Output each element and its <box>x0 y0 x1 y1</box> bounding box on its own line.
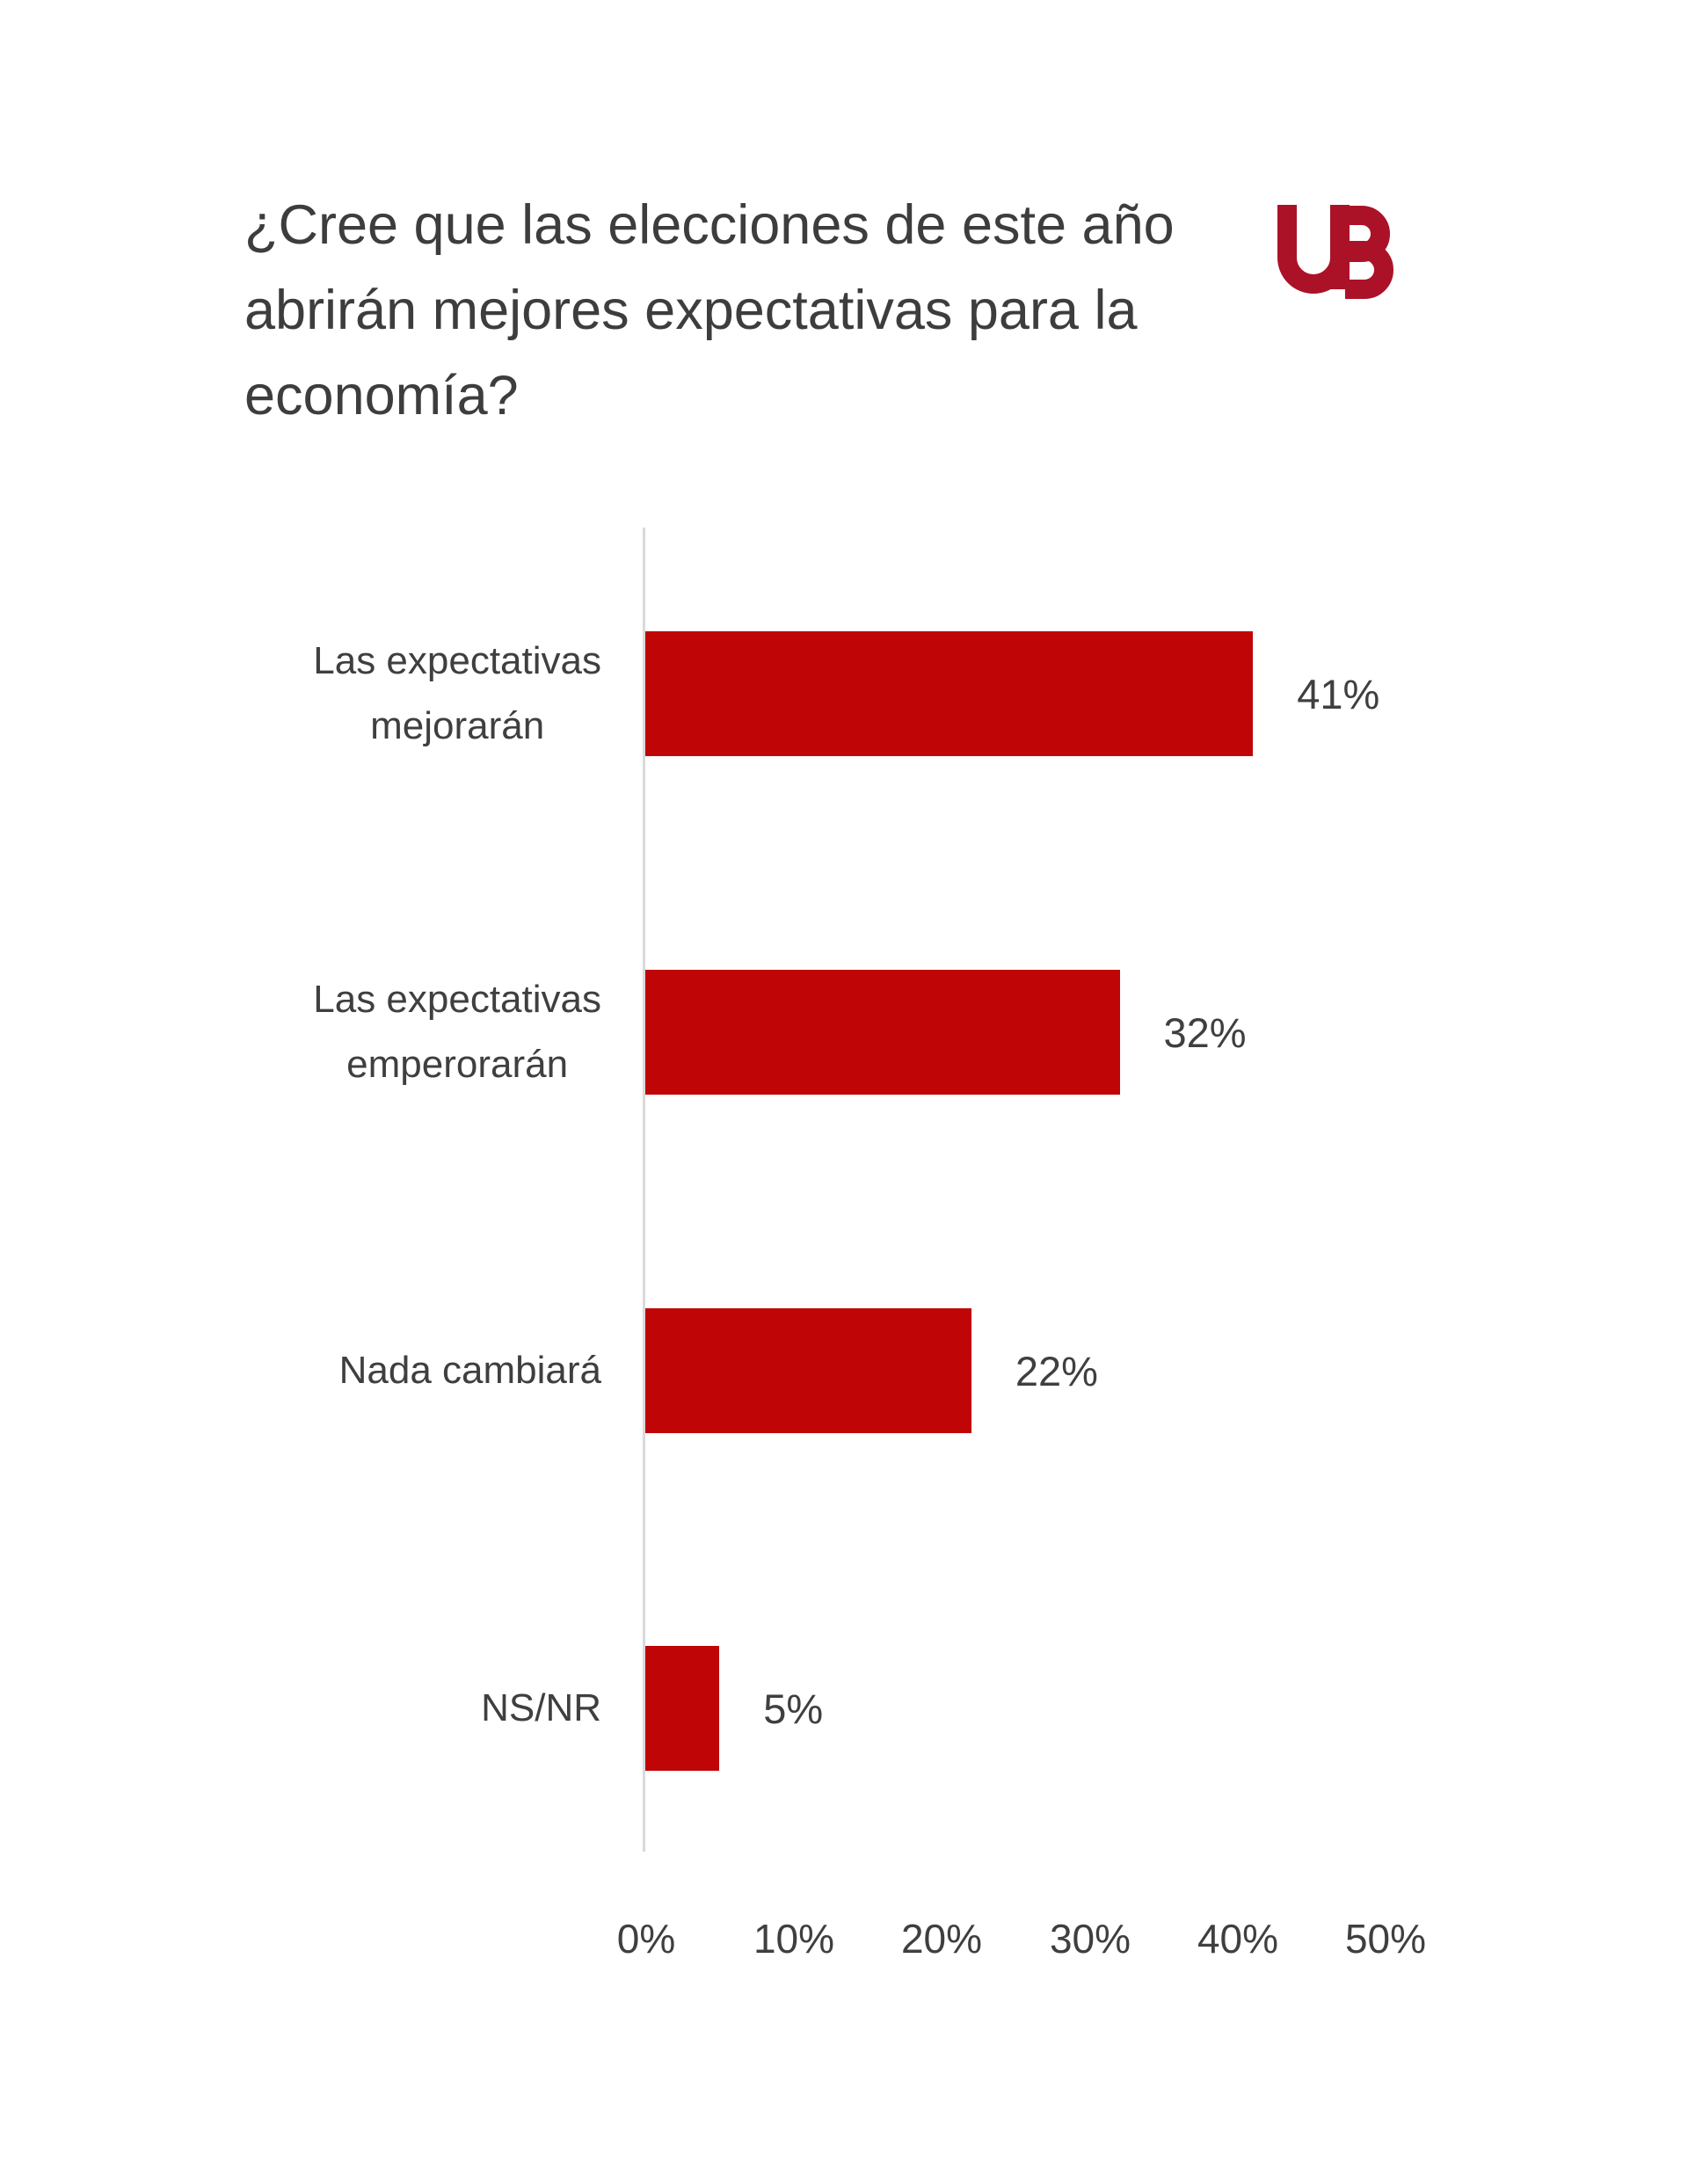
ub-logo-icon <box>1277 205 1393 299</box>
y-axis-line <box>643 528 645 1852</box>
chart-title-line: ¿Cree que las elecciones de este año <box>244 194 1175 256</box>
chart-title: ¿Cree que las elecciones de este año abr… <box>244 183 1264 439</box>
bar-row: 32% <box>645 970 1386 1095</box>
category-label-line: Las expectativas <box>313 978 601 1021</box>
category-label-las-expectativas-mejoraran: Las expectativas mejorarán <box>313 631 601 756</box>
category-label-nada-cambiara: Nada cambiará <box>339 1308 601 1433</box>
category-label-line: NS/NR <box>481 1686 601 1729</box>
x-tick-label: 50% <box>1344 1916 1427 1962</box>
bar-row: 5% <box>645 1646 1386 1771</box>
x-tick-label: 20% <box>900 1916 983 1962</box>
bar-row: 22% <box>645 1308 1386 1433</box>
bar-las-expectativas-mejoraran <box>645 631 1254 756</box>
bar-nada-cambiara <box>645 1308 971 1433</box>
x-tick-label: 10% <box>753 1916 835 1962</box>
data-label: 41% <box>1297 670 1380 717</box>
category-label-ns-nr: NS/NR <box>481 1646 601 1771</box>
bar-ns-nr <box>645 1646 720 1771</box>
category-label-las-expectativas-emperoraran: Las expectativas emperorarán <box>313 970 601 1095</box>
category-label-line: mejorarán <box>370 704 545 747</box>
category-label-line: emperorarán <box>346 1043 569 1086</box>
x-tick-label: 40% <box>1197 1916 1279 1962</box>
bar-las-expectativas-emperoraran <box>645 970 1120 1095</box>
x-tick-label: 30% <box>1049 1916 1131 1962</box>
data-label: 22% <box>1015 1347 1098 1394</box>
category-label-line: Nada cambiará <box>338 1349 601 1392</box>
logo-b-bottom-bowl <box>1345 241 1393 299</box>
category-label-line: Las expectativas <box>313 639 601 682</box>
bar-row: 41% <box>645 631 1386 756</box>
x-tick-label: 0% <box>616 1916 676 1962</box>
data-label: 5% <box>763 1685 824 1732</box>
chart-title-line: abrirán mejores expectativas para la <box>244 280 1138 341</box>
data-label: 32% <box>1163 1008 1247 1056</box>
chart-title-line: economía? <box>244 365 519 426</box>
